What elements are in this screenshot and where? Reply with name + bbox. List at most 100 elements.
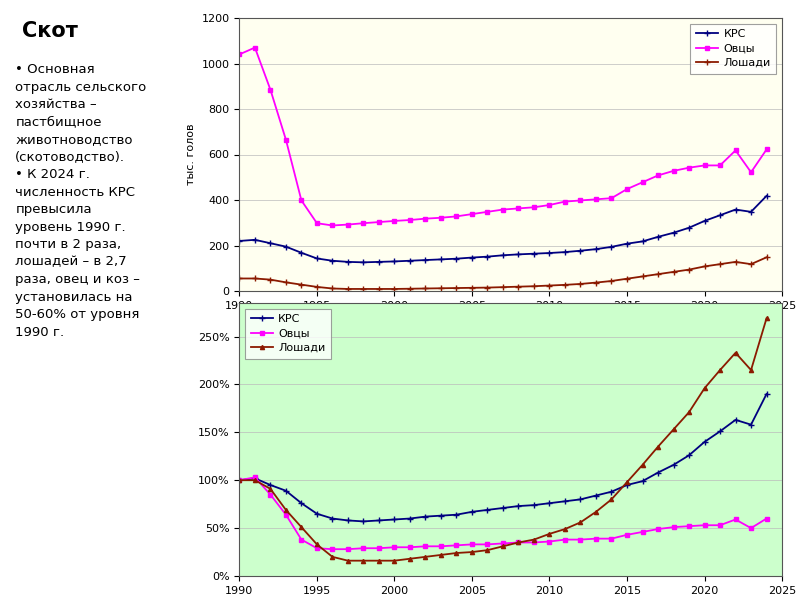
Овцы	[421, 543, 430, 550]
Лошади	[731, 349, 741, 356]
КРС	[266, 481, 275, 488]
КРС	[560, 248, 570, 256]
Legend: КРС, Овцы, Лошади: КРС, Овцы, Лошади	[690, 23, 776, 74]
Лошади	[654, 443, 663, 450]
Овцы	[405, 217, 415, 224]
Овцы	[467, 541, 476, 548]
Овцы	[669, 167, 678, 175]
Лошади	[250, 476, 259, 484]
Лошади	[638, 273, 647, 280]
Лошади	[560, 526, 570, 533]
КРС	[235, 476, 244, 484]
КРС	[483, 506, 492, 514]
Лошади	[467, 284, 476, 292]
Овцы	[560, 536, 570, 543]
Лошади	[731, 258, 741, 265]
Овцы	[405, 544, 415, 551]
Лошади	[297, 281, 306, 288]
КРС	[389, 516, 399, 523]
КРС	[545, 500, 555, 507]
Лошади	[669, 268, 678, 275]
КРС	[669, 461, 678, 469]
Лошади	[297, 524, 306, 531]
Овцы	[235, 51, 244, 58]
Овцы	[343, 545, 353, 553]
Лошади	[328, 553, 338, 560]
КРС	[591, 245, 601, 253]
КРС	[591, 492, 601, 499]
КРС	[654, 233, 663, 241]
Лошади	[715, 260, 725, 268]
Лошади	[328, 285, 338, 292]
Лошади	[514, 539, 523, 546]
Лошади	[343, 557, 353, 564]
КРС	[297, 500, 306, 507]
Лошади	[746, 260, 756, 268]
Овцы	[715, 162, 725, 169]
КРС	[638, 478, 647, 485]
КРС	[358, 518, 368, 525]
Овцы	[731, 516, 741, 523]
Овцы	[746, 169, 756, 176]
Овцы	[591, 196, 601, 203]
КРС	[545, 250, 555, 257]
Овцы	[389, 217, 399, 224]
Line: Лошади: Лошади	[237, 254, 769, 292]
Лошади	[343, 286, 353, 293]
КРС	[374, 517, 384, 524]
Лошади	[684, 409, 693, 416]
КРС	[421, 513, 430, 520]
КРС	[437, 512, 446, 519]
КРС	[281, 243, 290, 250]
КРС	[575, 247, 585, 254]
Лошади	[669, 426, 678, 433]
КРС	[731, 206, 741, 213]
Лошади	[560, 281, 570, 289]
Лошади	[312, 283, 322, 290]
Овцы	[374, 218, 384, 226]
Лошади	[498, 284, 508, 291]
Лошади	[235, 476, 244, 484]
КРС	[700, 438, 709, 445]
КРС	[731, 416, 741, 424]
КРС	[312, 255, 322, 262]
КРС	[638, 238, 647, 245]
Лошади	[421, 553, 430, 560]
Овцы	[700, 521, 709, 529]
Овцы	[575, 536, 585, 543]
Овцы	[545, 538, 555, 545]
Лошади	[312, 541, 322, 548]
КРС	[483, 253, 492, 260]
КРС	[762, 193, 772, 200]
Овцы	[684, 523, 693, 530]
КРС	[529, 250, 539, 257]
Лошади	[545, 530, 555, 538]
КРС	[746, 208, 756, 215]
Лошади	[358, 557, 368, 564]
КРС	[405, 257, 415, 265]
КРС	[405, 515, 415, 522]
Лошади	[700, 385, 709, 392]
Y-axis label: тыс. голов: тыс. голов	[186, 124, 196, 185]
Овцы	[498, 540, 508, 547]
КРС	[606, 488, 616, 496]
Овцы	[452, 213, 461, 220]
КРС	[452, 511, 461, 518]
Овцы	[358, 545, 368, 552]
Лошади	[358, 286, 368, 293]
Овцы	[638, 529, 647, 536]
Овцы	[700, 162, 709, 169]
Овцы	[638, 179, 647, 186]
КРС	[343, 517, 353, 524]
Овцы	[437, 543, 446, 550]
Лошади	[622, 275, 632, 283]
Овцы	[328, 545, 338, 553]
Лошади	[374, 286, 384, 293]
Овцы	[514, 539, 523, 546]
Овцы	[762, 515, 772, 522]
Лошади	[374, 557, 384, 564]
КРС	[467, 254, 476, 261]
Лошади	[700, 263, 709, 270]
КРС	[700, 217, 709, 224]
Овцы	[684, 164, 693, 171]
